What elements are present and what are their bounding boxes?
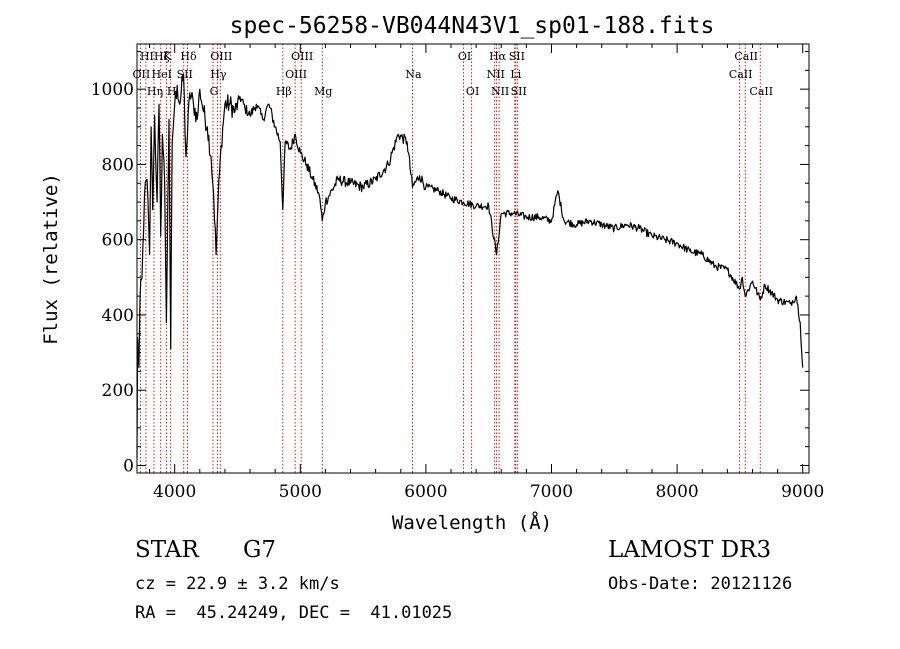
- spectral-line-label: Hα: [489, 50, 507, 63]
- spectral-line-label: H: [167, 85, 177, 98]
- axes: 4000 5000 6000 7000 8000 9000 0 200 400 600 800 100…: [91, 44, 824, 502]
- spectrum-series: [136, 73, 804, 458]
- spectral-line-label: Hγ: [210, 68, 227, 81]
- spectral-line-label: SII: [177, 68, 193, 81]
- spectral-line-label: HI: [140, 50, 154, 63]
- y-tick-label: 600: [102, 231, 134, 251]
- x-axis-label: Wavelength (Å): [392, 511, 552, 534]
- y-axis-label: Flux (relative): [40, 173, 62, 345]
- spectral-line-label: Hη: [147, 85, 163, 98]
- spectral-line-label: Hδ: [180, 50, 197, 63]
- spectral-line-label: OI: [458, 50, 471, 63]
- survey-name: LAMOST DR3: [608, 537, 772, 563]
- spectral-line-label: K: [163, 50, 172, 63]
- spectral-line-label: Li: [510, 68, 521, 81]
- spectral-line-label: OIII: [291, 50, 313, 63]
- spectral-line-label: SII: [509, 50, 525, 63]
- spectral-line-label: Na: [405, 68, 422, 81]
- coordinates-readout: RA = 45.24249, DEC = 41.01025: [135, 603, 453, 623]
- x-tick-label: 5000: [279, 482, 322, 502]
- spectral-line-label: CaII: [734, 50, 758, 63]
- spectral-line-label: NII: [491, 85, 509, 98]
- spectral-line-label: NII: [487, 68, 505, 81]
- velocity-readout: cz = 22.9 ± 3.2 km/s: [135, 574, 340, 594]
- y-tick-label: 200: [102, 381, 134, 401]
- spectral-line-label: OI: [466, 85, 479, 98]
- spectral-line-label: SII: [511, 85, 527, 98]
- spectral-line-label: Hζ: [154, 50, 170, 63]
- object-subclass: G7: [243, 537, 277, 563]
- y-tick-label: 400: [102, 306, 134, 326]
- x-tick-label: 8000: [655, 482, 698, 502]
- spectral-line-label: OII: [133, 68, 151, 81]
- spectral-line-label: CaII: [729, 68, 753, 81]
- observation-date: Obs-Date: 20121126: [608, 574, 793, 594]
- y-tick-label: 0: [123, 456, 134, 476]
- spectral-line-label: OIII: [210, 50, 232, 63]
- y-tick-label: 800: [102, 155, 134, 175]
- chart-title: spec-56258-VB044N43V1_sp01-188.fits: [230, 13, 715, 39]
- spectral-line-label: HeI: [152, 68, 172, 81]
- spectral-line-label: CaII: [749, 85, 773, 98]
- x-tick-label: 4000: [153, 482, 196, 502]
- spectral-line-label: G: [210, 85, 219, 98]
- object-class: STAR: [135, 537, 199, 563]
- spectral-line-label: Mg: [314, 85, 332, 98]
- y-tick-label: 1000: [91, 80, 134, 100]
- spectral-line-label: Hβ: [276, 85, 292, 98]
- spectral-line-markers: [139, 44, 761, 473]
- x-tick-label: 7000: [530, 482, 573, 502]
- spectral-line-label: OIII: [285, 68, 307, 81]
- x-tick-label: 6000: [404, 482, 447, 502]
- spectrum-line: [136, 73, 804, 458]
- x-tick-label: 9000: [781, 482, 824, 502]
